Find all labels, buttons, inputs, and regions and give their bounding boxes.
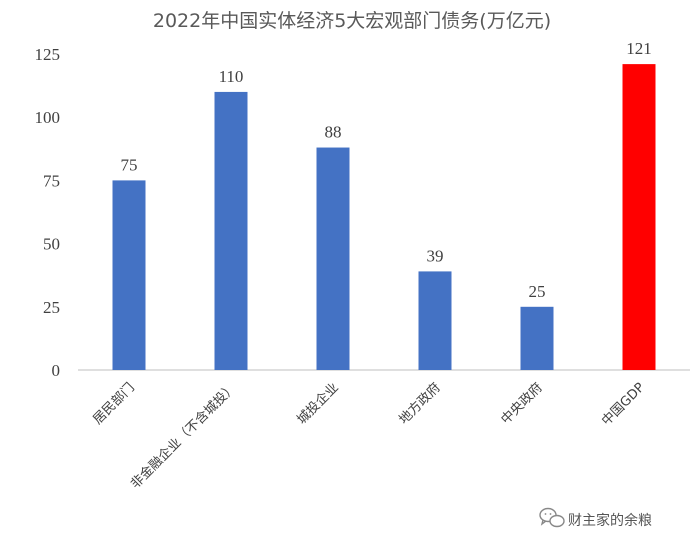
bar-1 (112, 180, 146, 370)
bar-4 (418, 271, 452, 370)
y-tick-label: 25 (43, 298, 60, 317)
data-label-4: 39 (427, 246, 444, 265)
x-tick-label-6: 中国GDP (599, 380, 648, 429)
y-tick-label: 0 (52, 361, 61, 380)
y-tick-label: 75 (43, 171, 60, 190)
x-tick-label-1: 居民部门 (90, 380, 137, 427)
y-tick-label: 125 (35, 45, 61, 64)
data-label-layer: 75 110 88 39 25 121 (121, 39, 652, 301)
data-label-1: 75 (121, 155, 138, 174)
chart-title: 2022年中国实体经济5大宏观部门债务(万亿元) (153, 10, 551, 32)
bar-5 (520, 306, 554, 370)
x-tick-label-3: 城投企业 (294, 380, 342, 428)
data-label-5: 25 (529, 282, 546, 301)
y-tick-label: 50 (43, 235, 60, 254)
bar-2 (214, 91, 248, 371)
x-tick-label-4: 地方政府 (396, 380, 444, 428)
x-tick-label-5: 中央政府 (498, 380, 545, 427)
bar-6 (622, 64, 656, 370)
wechat-icon (539, 507, 565, 528)
x-tick-label-2: 非金融企业（不含城投） (127, 380, 239, 492)
watermark: 财主家的余粮 (539, 507, 652, 529)
bar-3 (316, 147, 350, 370)
watermark-text: 财主家的余粮 (568, 512, 652, 529)
axis-layer: 0 25 50 75 100 125 (35, 45, 690, 380)
data-label-2: 110 (219, 67, 244, 86)
bar-layer (112, 64, 656, 371)
data-label-6: 121 (626, 39, 652, 58)
data-label-3: 88 (325, 123, 342, 142)
y-tick-label: 100 (35, 108, 61, 127)
